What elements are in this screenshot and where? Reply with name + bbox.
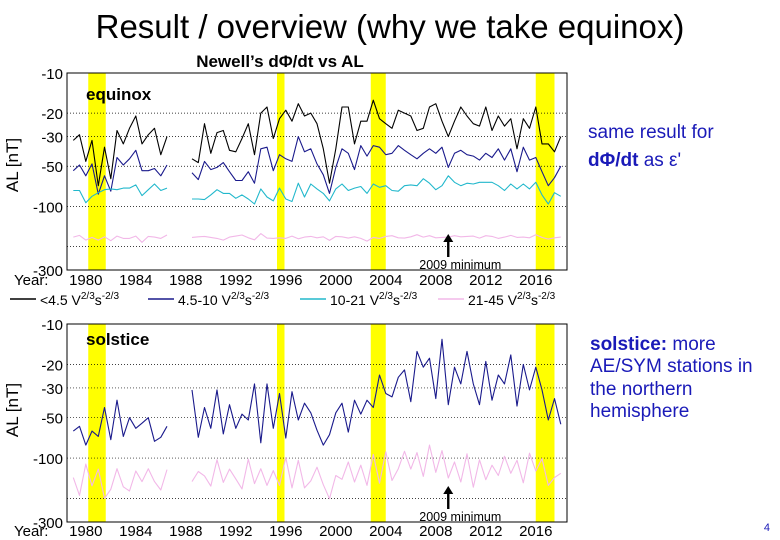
legend-label: 21-45 V2/3s-2/3 <box>468 291 556 308</box>
x-tick-label: 1988 <box>169 272 202 289</box>
y-tick-label: -100 <box>33 199 63 216</box>
series-line-10-21 <box>192 175 562 205</box>
annotation-label: 2009 minimum <box>419 510 501 524</box>
legend-label: 10-21 V2/3s-2/3 <box>330 291 418 308</box>
page-number: 4 <box>763 522 770 534</box>
note-epsilon: as ε' <box>638 150 682 172</box>
highlight-band <box>88 324 106 522</box>
x-tick-label: 1992 <box>219 272 252 289</box>
chart-panel-solstice: -10 -20 -30 -50 -100 -300 AL [nT] Year: 1980 1984… <box>3 317 568 540</box>
x-tick-label: 2012 <box>469 272 502 289</box>
x-tick-label: 2004 <box>369 523 402 540</box>
annotation-arrow-head <box>443 486 454 494</box>
x-axis-title: Year: <box>14 272 48 289</box>
y-tick-label: -300 <box>33 263 63 280</box>
series-line-4.5-10 <box>72 149 168 195</box>
x-tick-label: 1984 <box>119 272 152 289</box>
y-axis-title: AL [nT] <box>3 383 22 437</box>
y-tick-label: -50 <box>41 411 63 428</box>
panel-label: solstice <box>86 330 149 349</box>
series-line-4.5-10 <box>72 399 168 446</box>
series-line-21-45 <box>191 444 562 500</box>
series-line-4.5-10 <box>191 338 562 446</box>
annotation-arrow-head <box>443 234 454 242</box>
x-tick-label: 2008 <box>419 523 452 540</box>
note-line-1: same result for <box>588 122 714 143</box>
series-line-10-21 <box>73 183 168 204</box>
y-tick-label: -10 <box>41 317 63 334</box>
y-tick-label: -30 <box>41 381 63 398</box>
slide-title: Result / overview (why we take equinox) <box>95 8 685 45</box>
x-tick-label: 2008 <box>419 272 452 289</box>
x-tick-label: 2016 <box>519 272 552 289</box>
highlight-band <box>535 73 555 270</box>
y-tick-label: -20 <box>41 357 63 374</box>
highlight-band <box>277 324 285 522</box>
x-tick-label: 1996 <box>269 272 302 289</box>
series-line-<4.5 <box>72 115 168 187</box>
note-same-result: same result for dΦ/dt as ε' <box>588 122 778 173</box>
highlight-band <box>535 324 555 522</box>
x-tick-label: 2012 <box>469 523 502 540</box>
x-tick-label: 1988 <box>169 523 202 540</box>
series-line-21-45 <box>191 233 561 242</box>
x-tick-label: 2016 <box>519 523 552 540</box>
highlight-band <box>88 73 106 270</box>
y-tick-label: -10 <box>41 66 63 83</box>
legend-label: <4.5 V2/3s-2/3 <box>40 291 119 308</box>
note-line-2: dΦ/dt as ε' <box>588 150 778 172</box>
highlight-band <box>370 324 386 522</box>
legend: <4.5 V2/3s-2/3 4.5-10 V2/3s-2/3 10-21 V2/3… <box>10 291 556 308</box>
note-dphi-dt: dΦ/dt <box>588 150 639 172</box>
annotation-label: 2009 minimum <box>419 258 501 272</box>
x-tick-label: 2000 <box>319 272 352 289</box>
series-line-<4.5 <box>191 99 562 184</box>
x-tick-label: 1984 <box>119 523 152 540</box>
y-axis-title: AL [nT] <box>3 138 22 192</box>
x-tick-label: 1980 <box>69 272 102 289</box>
highlight-band <box>277 73 285 270</box>
series-line-21-45 <box>73 234 168 243</box>
chart-panel-equinox: -10 -20 -30 -50 -100 -300 AL [nT] Year: 1980 1984… <box>3 66 568 289</box>
x-tick-label: 2004 <box>369 272 402 289</box>
x-tick-label: 1996 <box>269 523 302 540</box>
x-tick-label: 1980 <box>69 523 102 540</box>
y-tick-label: -30 <box>41 130 63 147</box>
note-solstice: solstice: more AE/SYM stations in the no… <box>590 334 778 424</box>
plot-frame <box>66 323 568 523</box>
y-tick-label: -20 <box>41 106 63 123</box>
series-line-4.5-10 <box>191 136 562 194</box>
chart-subtitle: Newell’s dΦ/dt vs AL <box>196 52 364 71</box>
x-tick-label: 1992 <box>219 523 252 540</box>
y-tick-label: -100 <box>33 451 63 468</box>
x-axis-title: Year: <box>14 523 48 540</box>
series-line-21-45 <box>72 463 168 499</box>
legend-label: 4.5-10 V2/3s-2/3 <box>178 291 270 308</box>
highlight-band <box>370 73 386 270</box>
plot-frame <box>66 72 568 271</box>
note-solstice-text: more AE/SYM stations in the northern hem… <box>590 334 753 423</box>
y-tick-label: -50 <box>41 159 63 176</box>
y-tick-label: -300 <box>33 515 63 532</box>
note-solstice-label: solstice: <box>590 334 668 355</box>
panel-label: equinox <box>86 85 152 104</box>
x-tick-label: 2000 <box>319 523 352 540</box>
